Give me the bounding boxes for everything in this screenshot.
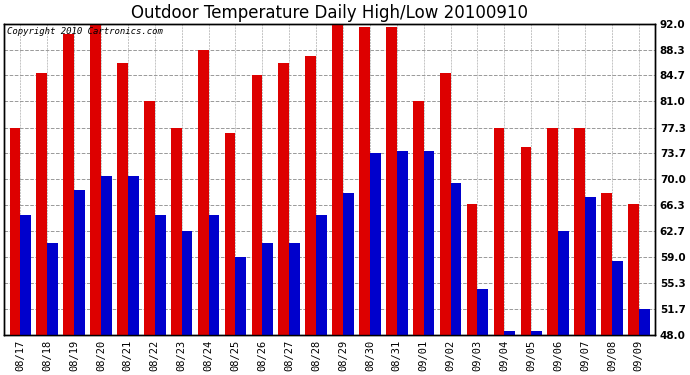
Bar: [10, 128, 20, 335]
Bar: [20, 214, 31, 335]
Bar: [181, 231, 193, 335]
Bar: [279, 63, 289, 335]
Bar: [333, 24, 343, 335]
Bar: [451, 183, 462, 335]
Bar: [531, 331, 542, 335]
Bar: [601, 194, 612, 335]
Bar: [413, 102, 424, 335]
Bar: [262, 243, 273, 335]
Bar: [547, 128, 558, 335]
Bar: [128, 176, 139, 335]
Bar: [612, 261, 622, 335]
Bar: [63, 34, 74, 335]
Bar: [225, 133, 235, 335]
Bar: [504, 331, 515, 335]
Bar: [235, 257, 246, 335]
Bar: [477, 289, 489, 335]
Bar: [370, 153, 381, 335]
Bar: [171, 128, 181, 335]
Bar: [386, 27, 397, 335]
Bar: [208, 214, 219, 335]
Bar: [359, 27, 370, 335]
Bar: [585, 197, 595, 335]
Bar: [306, 56, 316, 335]
Title: Outdoor Temperature Daily High/Low 20100910: Outdoor Temperature Daily High/Low 20100…: [131, 4, 528, 22]
Bar: [155, 214, 166, 335]
Bar: [316, 214, 327, 335]
Bar: [117, 63, 128, 335]
Bar: [198, 50, 208, 335]
Bar: [466, 204, 477, 335]
Bar: [397, 151, 408, 335]
Bar: [74, 190, 85, 335]
Bar: [101, 176, 112, 335]
Bar: [639, 309, 649, 335]
Bar: [440, 73, 451, 335]
Text: Copyright 2010 Cartronics.com: Copyright 2010 Cartronics.com: [8, 27, 164, 36]
Bar: [252, 75, 262, 335]
Bar: [424, 151, 435, 335]
Bar: [628, 204, 639, 335]
Bar: [520, 147, 531, 335]
Bar: [493, 128, 504, 335]
Bar: [37, 73, 47, 335]
Bar: [47, 243, 58, 335]
Bar: [90, 16, 101, 335]
Bar: [144, 102, 155, 335]
Bar: [574, 128, 585, 335]
Bar: [289, 243, 300, 335]
Bar: [558, 231, 569, 335]
Bar: [343, 194, 354, 335]
